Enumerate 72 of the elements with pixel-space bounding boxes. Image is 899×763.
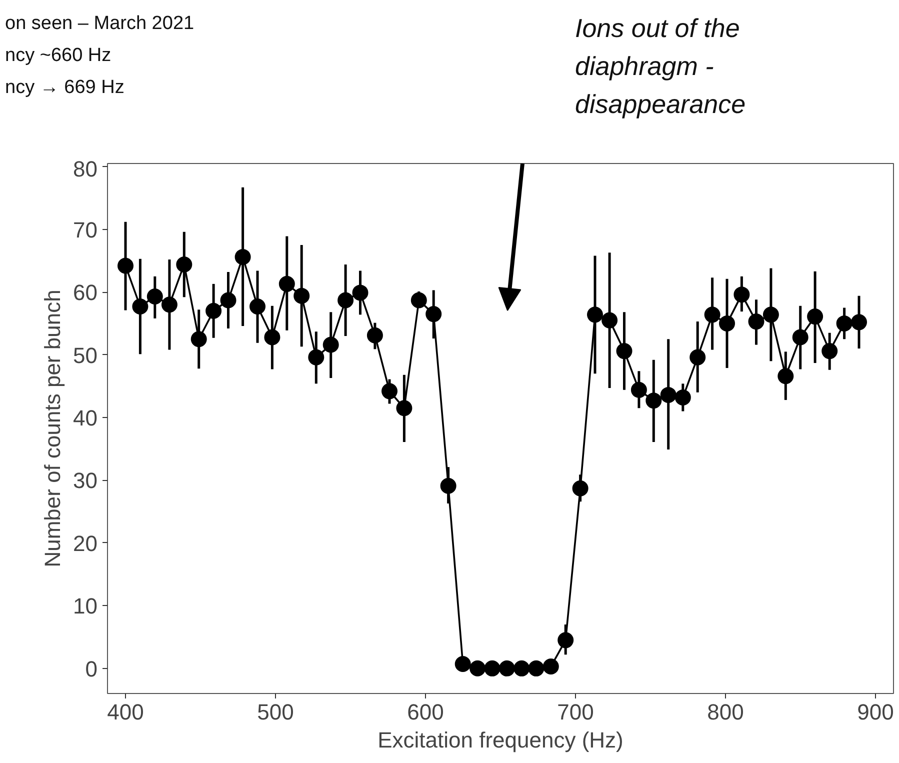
x-tick-label: 400	[107, 700, 144, 724]
point	[484, 660, 500, 676]
point	[646, 392, 662, 409]
point	[454, 656, 471, 672]
point	[161, 296, 178, 313]
point	[220, 292, 236, 308]
text: ncy ~660 Hz	[5, 44, 112, 68]
point	[630, 382, 647, 398]
point	[836, 315, 852, 332]
point	[470, 660, 486, 676]
point	[542, 658, 559, 675]
x-axis-title: Excitation frequency (Hz)	[378, 728, 624, 752]
y-tick-label: 10	[73, 594, 98, 619]
y-tick-label: 60	[73, 280, 98, 306]
point	[440, 478, 456, 494]
point	[602, 312, 618, 328]
point	[660, 386, 676, 403]
point	[822, 343, 838, 360]
point	[308, 349, 324, 366]
point	[132, 298, 148, 314]
text: Ions out of the diaphragm - disappearance	[575, 12, 747, 121]
point	[366, 327, 383, 344]
point	[674, 389, 691, 406]
point	[338, 292, 354, 308]
point	[690, 349, 706, 366]
point	[704, 306, 720, 323]
point	[410, 292, 427, 308]
y-axis-title: Number of counts per bunch	[40, 290, 66, 568]
point	[190, 331, 207, 348]
x-tick-label: 600	[407, 700, 444, 724]
x-tick-label: 800	[707, 700, 744, 724]
point	[587, 306, 603, 323]
point	[294, 288, 310, 304]
point	[558, 632, 574, 648]
y-tick-label: 0	[85, 656, 98, 682]
point	[118, 258, 134, 274]
x-tick-label: 700	[557, 700, 594, 724]
point	[264, 329, 280, 346]
point	[792, 329, 808, 346]
y-tick-label: 40	[73, 406, 98, 431]
point	[734, 286, 750, 303]
y-tick-label: 70	[73, 217, 98, 242]
point	[514, 660, 530, 676]
point	[748, 314, 764, 330]
point	[322, 336, 339, 353]
point	[382, 383, 398, 400]
point	[146, 288, 163, 304]
point	[616, 343, 632, 360]
point	[528, 660, 544, 676]
point	[778, 368, 794, 384]
y-tick-label: 30	[73, 468, 98, 494]
point	[851, 314, 867, 330]
x-tick-label: 500	[257, 700, 294, 724]
point	[250, 298, 266, 314]
point	[278, 276, 295, 292]
y-tick-label: 50	[73, 342, 98, 368]
point	[762, 306, 779, 323]
point	[807, 308, 824, 325]
point	[176, 256, 192, 272]
point	[498, 660, 515, 676]
x-tick-label: 900	[857, 700, 894, 724]
point	[426, 306, 442, 322]
y-tick-label: 80	[73, 156, 98, 182]
text: on seen – March 2021	[5, 12, 194, 36]
point	[234, 248, 251, 265]
point	[206, 302, 222, 319]
point	[352, 284, 368, 301]
y-tick-label: 20	[73, 530, 98, 556]
point	[572, 480, 588, 496]
point	[719, 315, 735, 332]
point	[396, 400, 412, 416]
text: ncy → 669 Hz	[5, 76, 126, 100]
